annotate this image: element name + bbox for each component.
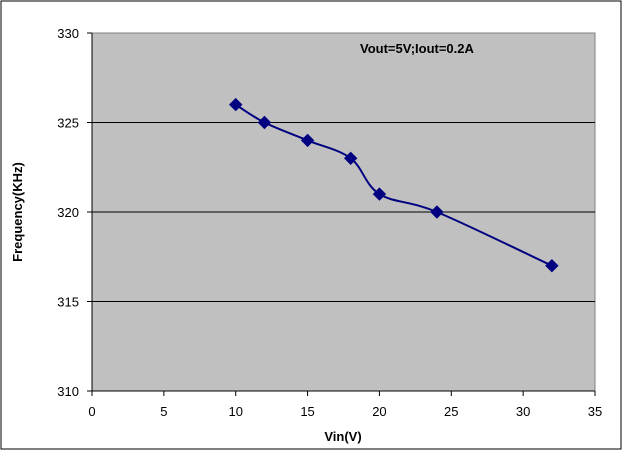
x-tick-labels: 0 5 10 15 20 25 30 35 bbox=[88, 404, 602, 419]
y-tick-labels: 310 315 320 325 330 bbox=[57, 26, 79, 399]
data-point-0-5 bbox=[430, 205, 444, 219]
data-point-0-1 bbox=[257, 115, 272, 130]
x-axis-title: Vin(V) bbox=[324, 429, 361, 444]
x-tick-label-7: 35 bbox=[588, 404, 602, 419]
gridlines bbox=[92, 122, 595, 302]
x-tick-label-2: 10 bbox=[228, 404, 242, 419]
axes bbox=[87, 32, 596, 396]
y-tick-label-1: 315 bbox=[57, 295, 79, 310]
data-point-0-0 bbox=[229, 97, 243, 112]
annotation-text: Vout=5V;Iout=0.2A bbox=[360, 41, 475, 56]
x-tick-label-1: 5 bbox=[160, 404, 167, 419]
x-tick-label-3: 15 bbox=[300, 404, 314, 419]
data-point-0-4 bbox=[372, 187, 387, 201]
y-tick-label-4: 330 bbox=[57, 26, 79, 41]
y-tick-label-2: 320 bbox=[57, 205, 79, 220]
y-tick-label-0: 310 bbox=[57, 384, 79, 399]
x-tick-label-5: 25 bbox=[444, 404, 458, 419]
x-tick-label-4: 20 bbox=[372, 404, 386, 419]
data-point-0-2 bbox=[300, 133, 315, 148]
y-axis-title: Frequency(KHz) bbox=[10, 162, 25, 262]
series-layer bbox=[229, 97, 559, 273]
data-point-0-3 bbox=[343, 151, 358, 166]
x-tick-label-6: 30 bbox=[516, 404, 530, 419]
x-tick-label-0: 0 bbox=[88, 404, 95, 419]
y-tick-label-3: 325 bbox=[57, 116, 79, 131]
data-point-0-6 bbox=[545, 258, 559, 273]
